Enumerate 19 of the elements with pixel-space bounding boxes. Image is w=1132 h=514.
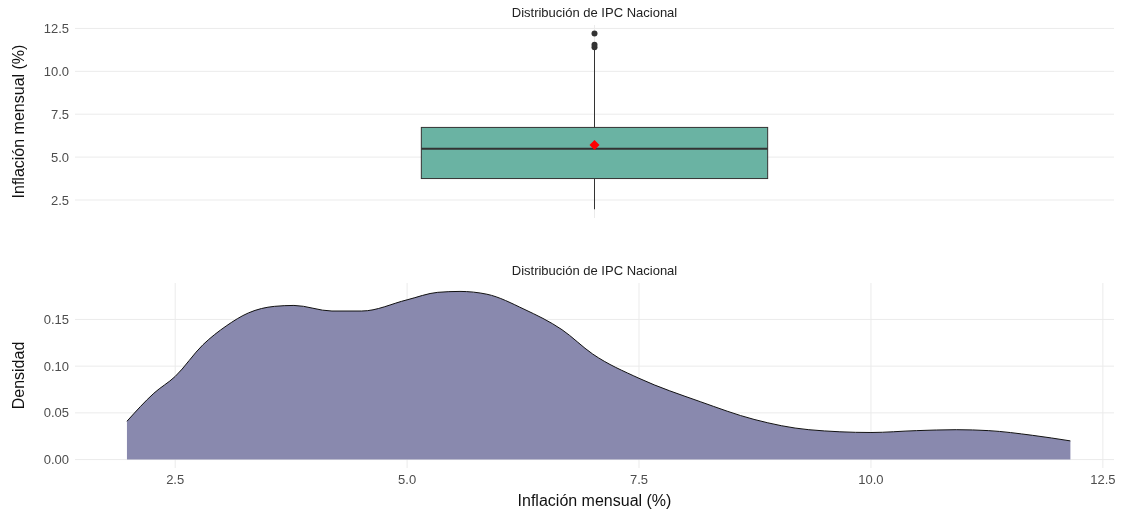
x-tick-label: 7.5 [629, 472, 649, 487]
x-axis-title: Inflación mensual (%) [517, 492, 672, 509]
y-axis-title: Densidad [10, 341, 27, 410]
x-tick-label: 12.5 [1090, 472, 1116, 487]
y-tick-label: 0.05 [43, 405, 69, 421]
y-tick-label: 10.0 [43, 63, 69, 79]
y-tick-label: 0.15 [43, 311, 69, 327]
chart-title: Distribución de IPC Nacional [511, 5, 678, 20]
y-axis-title: Inflación mensual (%) [10, 44, 27, 199]
y-tick-label: 2.5 [50, 192, 69, 208]
chart-title: Distribución de IPC Nacional [511, 263, 678, 278]
y-tick-label: 0.10 [43, 358, 69, 374]
x-tick-label: 5.0 [398, 472, 417, 487]
y-tick-label: 5.0 [50, 149, 69, 165]
y-tick-label: 7.5 [50, 106, 69, 122]
y-tick-label: 12.5 [43, 20, 69, 36]
x-tick-label: 10.0 [858, 472, 884, 487]
y-tick-label: 0.00 [43, 452, 69, 468]
x-tick-label: 2.5 [166, 472, 185, 487]
